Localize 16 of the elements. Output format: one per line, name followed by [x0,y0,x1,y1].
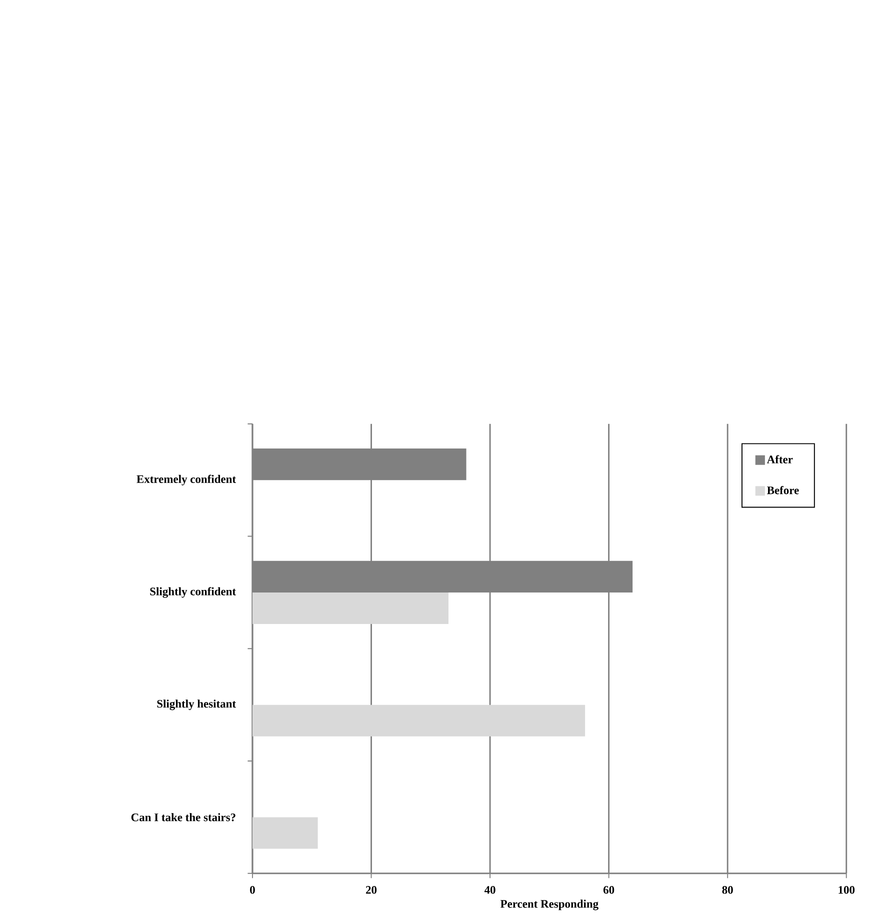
bar [252,817,318,849]
y-tick-label: Slightly confident [150,587,236,598]
y-tick-label: Slightly hesitant [157,700,236,710]
bar [252,592,448,624]
x-tick-label: 80 [722,886,733,894]
bar [252,704,586,736]
x-tick-label: 60 [603,886,614,894]
x-tick-label: 0 [250,886,255,894]
x-tick-label: 100 [838,886,854,894]
legend-label: After [766,455,793,464]
legend-label: Before [766,486,799,494]
x-axis-title: Percent Responding [500,900,598,910]
y-tick-label: Extremely confident [136,474,236,486]
y-tick-label: Can I take the stairs? [131,813,236,822]
x-tick-label: 40 [484,886,496,894]
x-tick-label: 20 [366,886,377,894]
